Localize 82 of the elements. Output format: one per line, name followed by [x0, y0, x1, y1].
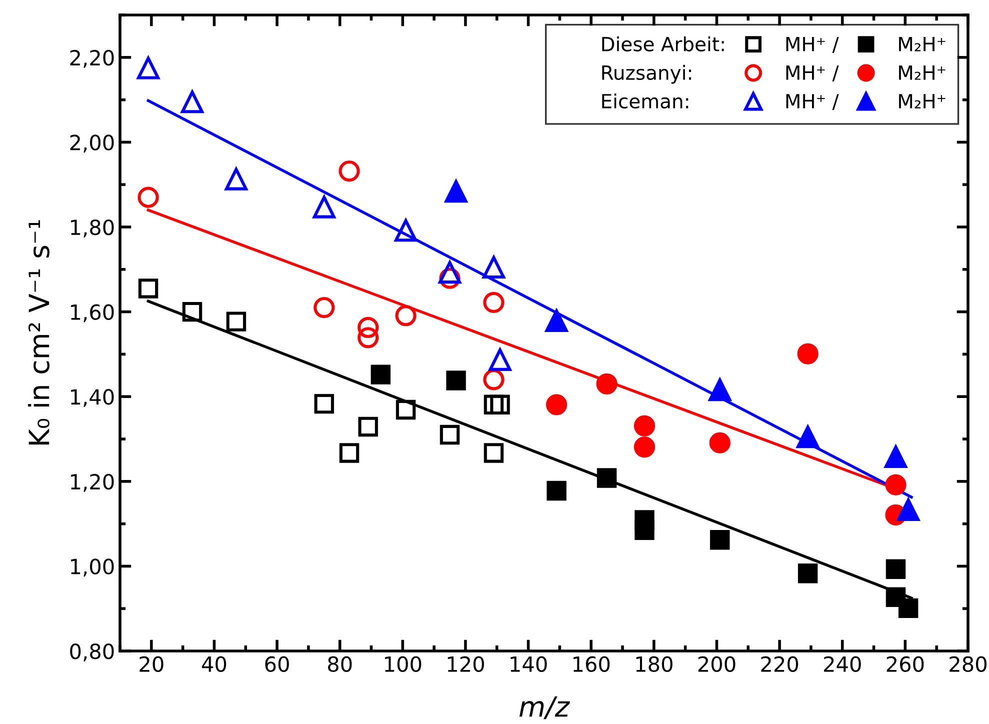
legend-label: MH⁺ /: [786, 94, 839, 110]
point: [339, 443, 360, 463]
x-tick-label: 40: [202, 656, 226, 672]
legend-label: M₂H⁺: [899, 66, 946, 80]
annotation: Ruzsanyi:: [602, 64, 692, 84]
x-tick-label: 260: [886, 656, 924, 672]
point: [358, 416, 378, 437]
point: [886, 559, 906, 580]
x-tick-label: 180: [636, 656, 672, 672]
point: [634, 415, 656, 436]
y-tick-label: 1,80: [71, 219, 114, 238]
point: [897, 498, 920, 522]
point: [226, 312, 246, 332]
point: [708, 378, 732, 402]
point: [370, 364, 391, 384]
point: [796, 426, 820, 448]
annotation: Diese Arbeit:: [602, 36, 724, 52]
annotation: Eiceman:: [602, 93, 688, 109]
point: [482, 256, 505, 279]
x-tick-label: 160: [574, 656, 610, 672]
point: [797, 343, 818, 364]
point: [484, 443, 504, 463]
point: [596, 468, 617, 488]
point: [440, 424, 460, 445]
x-tick-label: 220: [761, 656, 798, 672]
point: [898, 598, 918, 618]
point: [709, 432, 730, 454]
point: [596, 373, 618, 394]
y-tick-label: 2,00: [70, 134, 114, 153]
point: [634, 436, 656, 458]
y-tick-label: 1,20: [71, 474, 114, 492]
point: [137, 56, 160, 80]
point: [312, 196, 336, 218]
x-tick-label: 240: [824, 656, 861, 672]
y-tick-label: 1,40: [71, 389, 114, 407]
x-tick-label: 80: [328, 656, 352, 672]
legend-label: MH⁺ /: [786, 66, 839, 82]
point: [396, 400, 416, 420]
x-axis-title: m/z: [519, 696, 570, 720]
point: [438, 261, 462, 284]
x-tick-label: 60: [265, 656, 289, 672]
x-tick-label: 140: [510, 656, 547, 672]
point: [484, 394, 504, 415]
point: [138, 186, 159, 208]
point: [182, 302, 202, 322]
point: [138, 278, 158, 298]
point: [710, 530, 730, 550]
point: [546, 480, 566, 501]
point: [358, 316, 379, 338]
point: [483, 292, 504, 314]
point: [884, 446, 908, 468]
point: [483, 369, 504, 390]
x-tick-label: 100: [385, 656, 422, 672]
point: [446, 370, 466, 390]
point: [314, 297, 335, 318]
x-tick-label: 280: [950, 656, 986, 672]
point: [634, 520, 654, 540]
x-tick-label: 20: [140, 656, 164, 672]
point: [314, 394, 334, 414]
y-tick-label: 1,00: [71, 558, 114, 577]
y-tick-label: 0,80: [70, 643, 114, 662]
point: [546, 394, 568, 416]
legend-label: MH⁺ /: [786, 36, 839, 53]
point: [338, 160, 360, 182]
legend-label: M₂H⁺: [899, 36, 946, 52]
y-tick-label: 2,20: [70, 50, 114, 68]
point: [395, 305, 416, 326]
x-tick-label: 120: [448, 656, 484, 672]
point: [488, 348, 512, 371]
point: [444, 180, 468, 203]
point: [885, 474, 906, 496]
point: [545, 309, 568, 332]
point: [180, 90, 204, 114]
x-tick-label: 200: [698, 656, 736, 672]
y-axis-title: K₀ in cm² V⁻¹ s⁻¹: [28, 220, 50, 445]
point: [490, 394, 510, 415]
point: [798, 564, 818, 584]
point: [358, 327, 379, 348]
point: [224, 168, 248, 190]
legend-label: M₂H⁺: [899, 94, 946, 108]
point: [394, 219, 418, 242]
y-tick-label: 1,60: [71, 304, 114, 322]
